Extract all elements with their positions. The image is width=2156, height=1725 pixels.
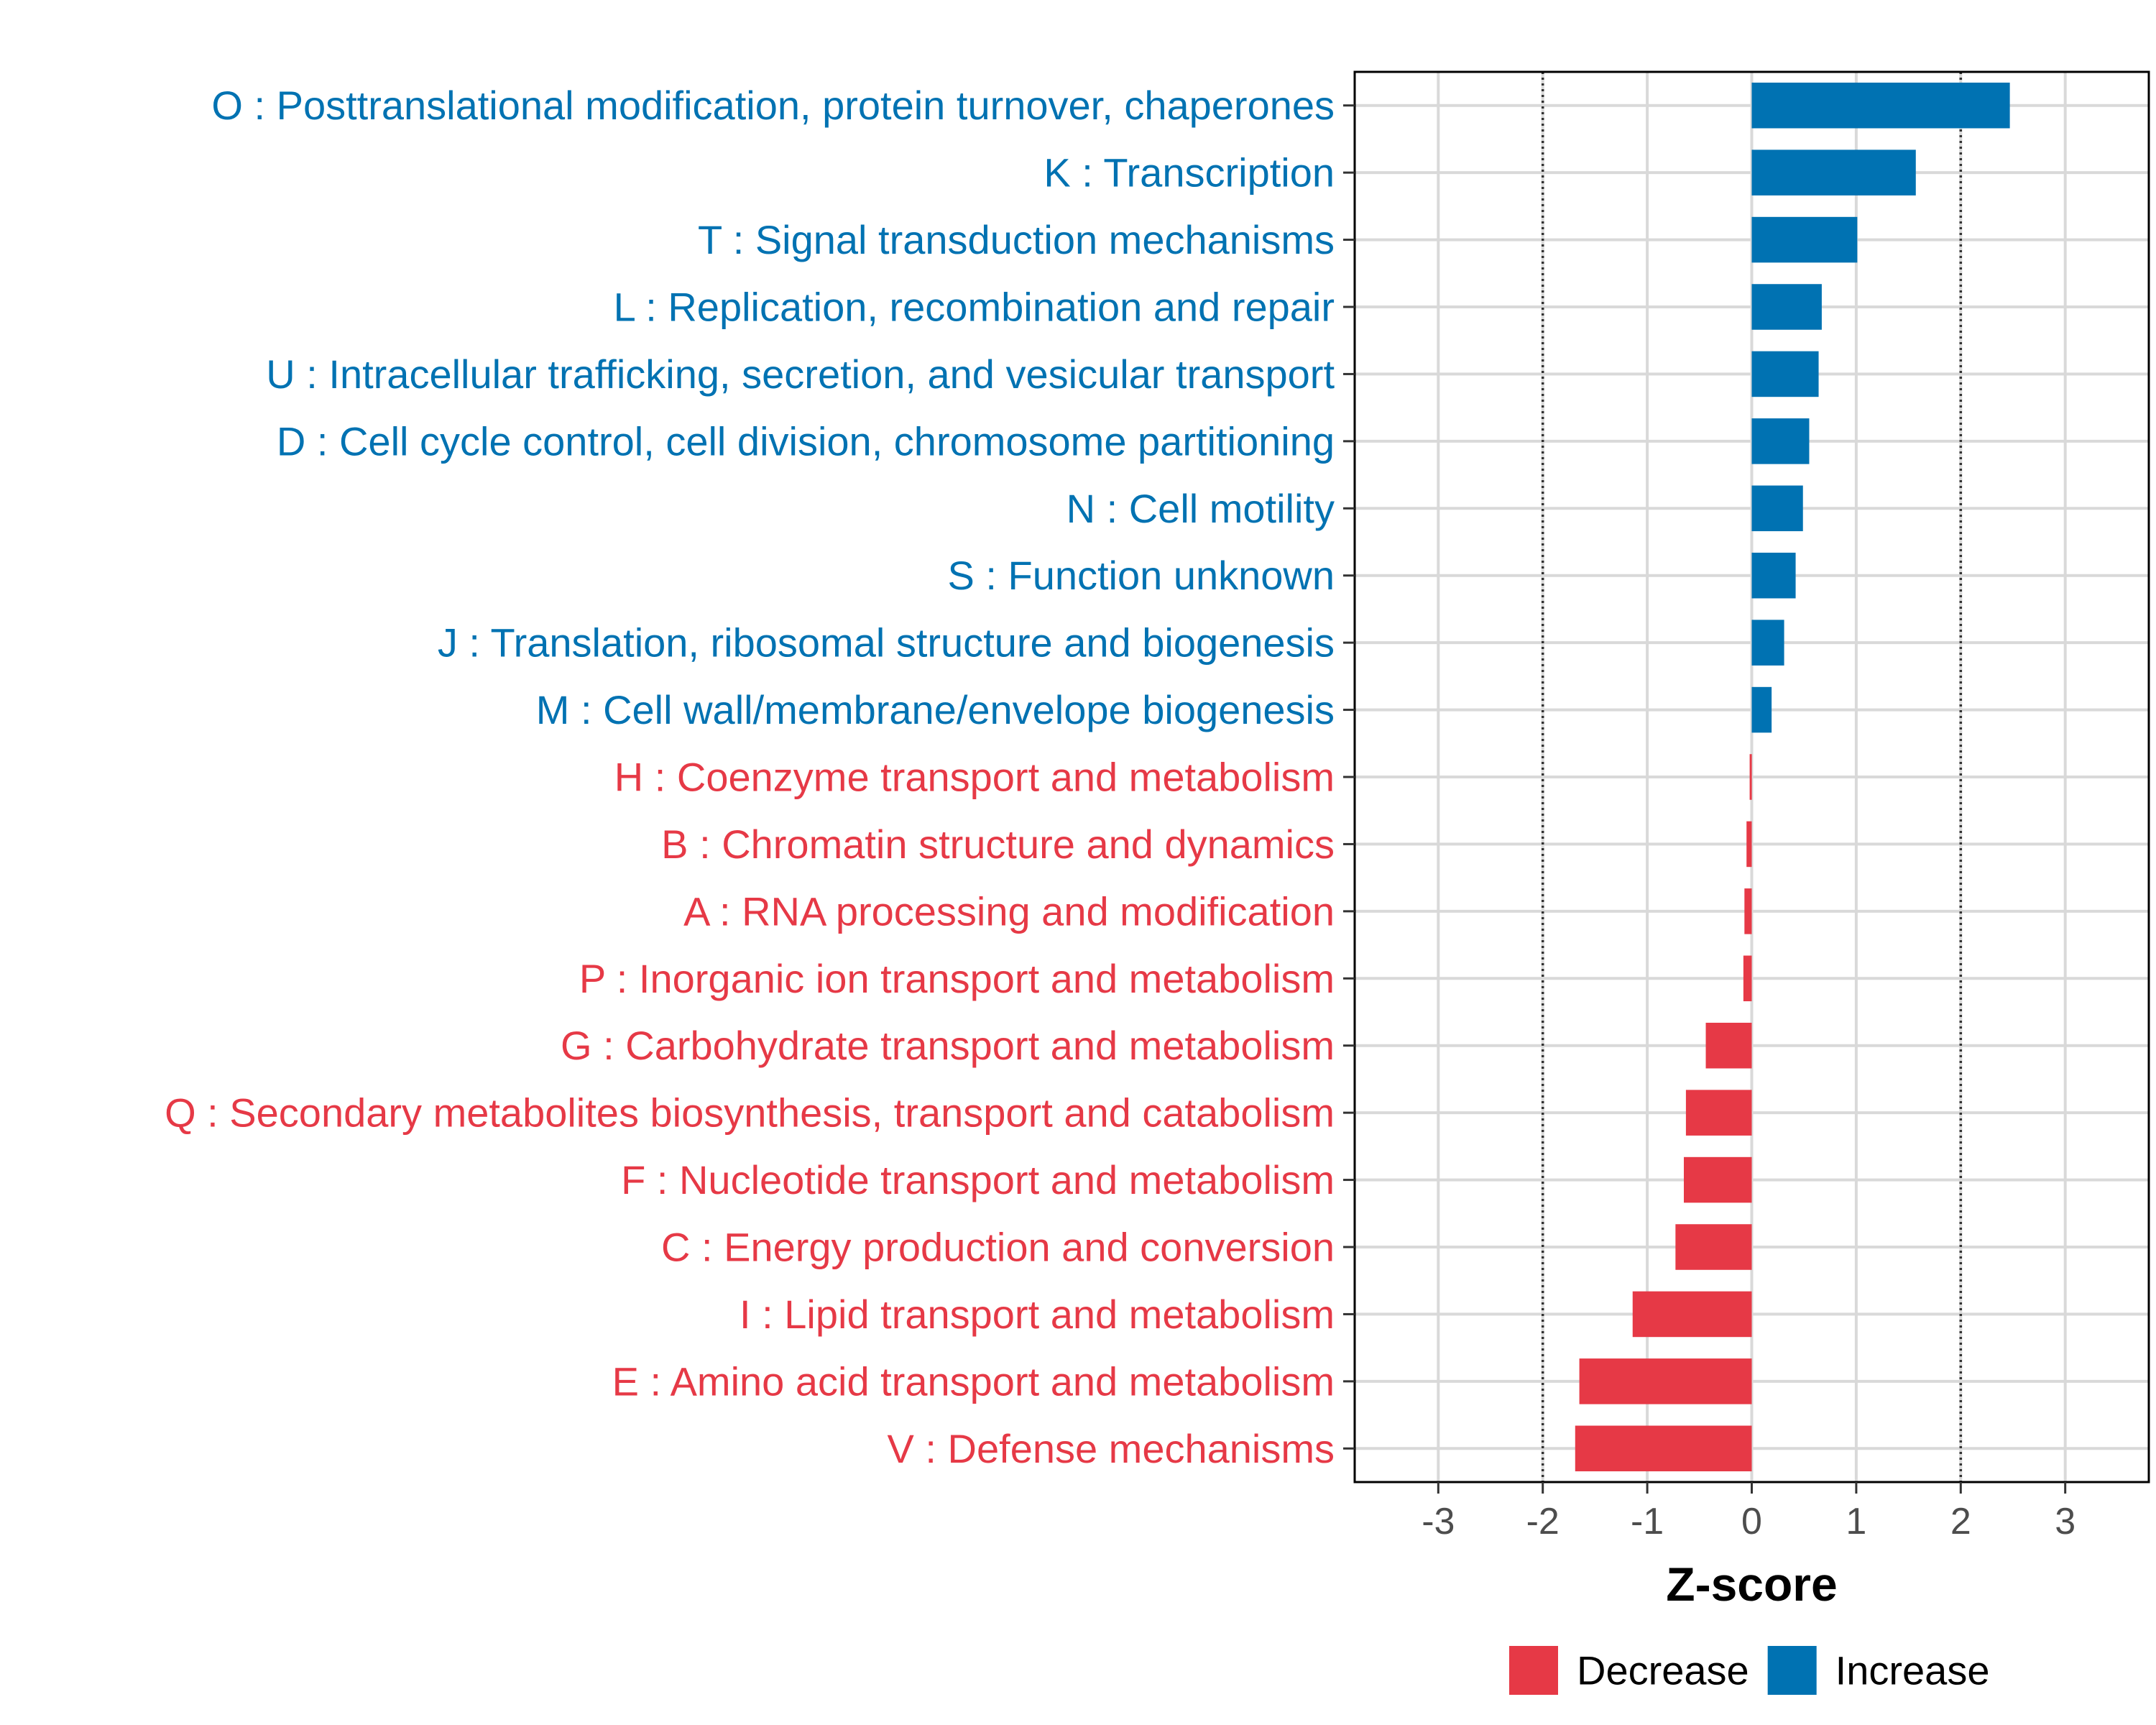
category-label: E : Amino acid transport and metabolism bbox=[612, 1358, 1335, 1404]
bar-decrease bbox=[1575, 1425, 1752, 1472]
bar-decrease bbox=[1705, 1022, 1752, 1069]
bar-decrease bbox=[1683, 1156, 1752, 1203]
bars bbox=[1575, 82, 2010, 1472]
category-label: S : Function unknown bbox=[947, 553, 1335, 598]
x-tick-label: -2 bbox=[1526, 1501, 1560, 1542]
bar-increase bbox=[1751, 82, 2010, 129]
bar-decrease bbox=[1744, 888, 1752, 934]
x-axis-ticks: -3 -2 -1 0 1 2 3 bbox=[1422, 1482, 2076, 1542]
category-label: T : Signal transduction mechanisms bbox=[698, 217, 1335, 262]
category-label: B : Chromatin structure and dynamics bbox=[661, 822, 1335, 867]
bar-increase bbox=[1751, 284, 1822, 330]
category-label: G : Carbohydrate transport and metabolis… bbox=[561, 1023, 1335, 1068]
bar-decrease bbox=[1632, 1291, 1752, 1338]
category-label: L : Replication, recombination and repai… bbox=[614, 285, 1335, 330]
legend-swatch-increase bbox=[1767, 1646, 1817, 1695]
category-label: V : Defense mechanisms bbox=[888, 1426, 1335, 1471]
legend-label-increase: Increase bbox=[1835, 1648, 1990, 1693]
bar-increase bbox=[1751, 351, 1819, 397]
x-axis-title: Z-score bbox=[1666, 1558, 1837, 1611]
bar-decrease bbox=[1579, 1358, 1752, 1404]
bar-increase bbox=[1751, 418, 1810, 464]
category-label: D : Cell cycle control, cell division, c… bbox=[277, 418, 1335, 464]
category-label: U : Intracellular trafficking, secretion… bbox=[266, 351, 1335, 397]
category-label: K : Transcription bbox=[1044, 150, 1335, 196]
bar-increase bbox=[1751, 485, 1803, 532]
x-tick-label: -3 bbox=[1422, 1501, 1455, 1542]
bar-decrease bbox=[1743, 955, 1752, 1002]
legend-label-decrease: Decrease bbox=[1577, 1648, 1749, 1693]
legend-swatch-decrease bbox=[1509, 1646, 1558, 1695]
category-label: O : Posttranslational modification, prot… bbox=[211, 83, 1335, 128]
x-tick-label: 1 bbox=[1846, 1501, 1866, 1542]
x-tick-label: 3 bbox=[2055, 1501, 2076, 1542]
category-label: F : Nucleotide transport and metabolism bbox=[621, 1157, 1335, 1202]
category-label: Q : Secondary metabolites biosynthesis, … bbox=[165, 1090, 1335, 1136]
bar-increase bbox=[1751, 552, 1796, 599]
x-tick-label: 2 bbox=[1950, 1501, 1971, 1542]
category-label: I : Lipid transport and metabolism bbox=[740, 1292, 1335, 1337]
bar-decrease bbox=[1675, 1224, 1752, 1270]
category-label: H : Coenzyme transport and metabolism bbox=[614, 755, 1335, 800]
bar-increase bbox=[1751, 150, 1916, 196]
category-label: N : Cell motility bbox=[1067, 486, 1335, 531]
bar-increase bbox=[1751, 686, 1772, 733]
bar-decrease bbox=[1746, 821, 1752, 868]
bar-increase bbox=[1751, 216, 1858, 263]
category-label: C : Energy production and conversion bbox=[661, 1225, 1335, 1270]
category-label: J : Translation, ribosomal structure and… bbox=[438, 620, 1335, 666]
bar-decrease bbox=[1749, 754, 1752, 800]
category-labels: O : Posttranslational modification, prot… bbox=[165, 83, 1335, 1471]
legend: Decrease Increase bbox=[1509, 1646, 1989, 1695]
x-tick-label: 0 bbox=[1741, 1501, 1762, 1542]
y-axis-ticks bbox=[1343, 104, 1355, 1450]
category-label: M : Cell wall/membrane/envelope biogenes… bbox=[536, 687, 1335, 732]
bar-increase bbox=[1751, 620, 1784, 666]
bar-decrease bbox=[1685, 1090, 1752, 1136]
x-tick-label: -1 bbox=[1631, 1501, 1664, 1542]
category-label: A : RNA processing and modification bbox=[683, 888, 1335, 934]
category-label: P : Inorganic ion transport and metaboli… bbox=[579, 956, 1335, 1001]
